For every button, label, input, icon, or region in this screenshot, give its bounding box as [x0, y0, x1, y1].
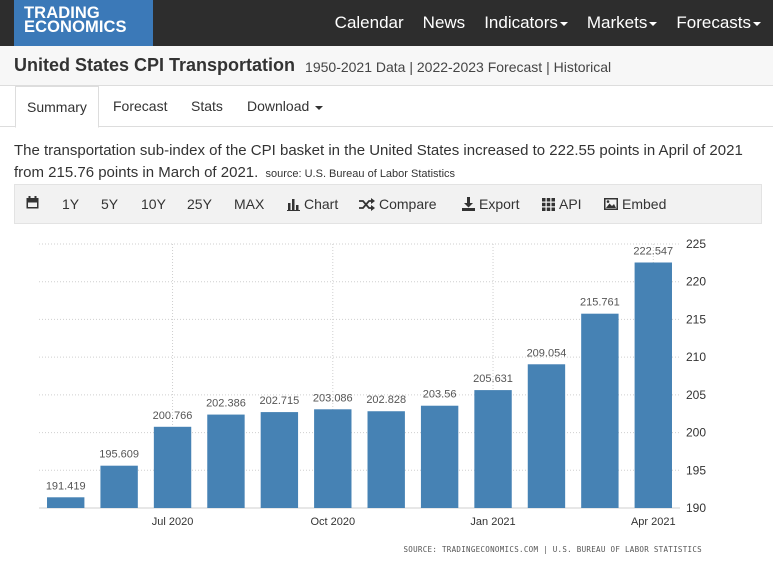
range-25y-button[interactable]: 25Y [187, 196, 212, 212]
title-bar: United States CPI Transportation 1950-20… [0, 46, 773, 86]
bar-oct-2020[interactable] [314, 409, 352, 508]
y-tick-label: 195 [686, 463, 706, 477]
bar-mar-2021[interactable] [581, 313, 619, 508]
y-tick-label: 215 [686, 312, 706, 326]
chart-x-axis: Jul 2020 Oct 2020 Jan 2021 Apr 2021 [152, 516, 676, 528]
range-1y-button[interactable]: 1Y [62, 196, 80, 212]
tab-stats[interactable]: Stats [191, 86, 223, 127]
grid-icon [542, 197, 555, 211]
x-tick-label: Jul 2020 [152, 516, 194, 528]
summary-text: The transportation sub-index of the CPI … [14, 142, 743, 181]
chart-type-label: Chart [304, 196, 339, 212]
nav-calendar[interactable]: Calendar [335, 13, 404, 33]
data-label: 195.609 [99, 449, 139, 461]
top-navbar: TRADING ECONOMICS Calendar News Indicato… [0, 0, 773, 46]
x-tick-label: Jan 2021 [470, 516, 515, 528]
chart-source-credit[interactable]: SOURCE: TRADINGECONOMICS.COM | U.S. BURE… [403, 545, 702, 554]
y-tick-label: 200 [686, 426, 706, 440]
bar-dec-2020[interactable] [420, 405, 459, 508]
data-label: 191.419 [46, 480, 86, 492]
nav-markets[interactable]: Markets [586, 13, 658, 33]
y-tick-label: 190 [686, 501, 706, 515]
bar-sep-2020[interactable] [260, 412, 299, 508]
chart-container: 191.419 195.609 200.766 202.386 202.715 203.0… [14, 226, 762, 561]
page-subtitle[interactable]: 1950-2021 Data | 2022-2023 Forecast | Hi… [305, 58, 612, 75]
data-label: 203.56 [423, 389, 457, 401]
export-label: Export [479, 196, 520, 212]
compare-label: Compare [379, 196, 437, 212]
range-max-button[interactable]: MAX [234, 196, 265, 212]
bar-aug-2020[interactable] [207, 414, 245, 508]
range-10y-button[interactable]: 10Y [141, 196, 166, 212]
nav-forecasts-label: Forecasts [676, 13, 751, 32]
tab-forecast[interactable]: Forecast [113, 86, 167, 127]
range-5y-button[interactable]: 5Y [101, 196, 119, 212]
y-tick-label: 225 [686, 237, 706, 251]
data-label: 202.715 [259, 395, 299, 407]
tab-forecast-label: Forecast [113, 98, 168, 114]
tab-download[interactable]: Download [247, 86, 324, 127]
x-tick-label: Apr 2021 [631, 516, 676, 528]
main-nav: Calendar News Indicators Markets Forecas… [316, 0, 761, 46]
caret-down-icon [315, 106, 324, 111]
data-label: 205.631 [473, 373, 513, 385]
nav-indicators-label: Indicators [484, 13, 558, 32]
data-label: 215.761 [580, 297, 620, 309]
embed-button[interactable]: Embed [604, 196, 666, 212]
site-logo[interactable]: TRADING ECONOMICS [14, 0, 153, 46]
nav-indicators[interactable]: Indicators [484, 13, 568, 33]
bar-jun-2020[interactable] [100, 465, 138, 508]
caret-down-icon [753, 22, 761, 26]
y-tick-label: 205 [686, 388, 706, 402]
x-tick-label: Oct 2020 [310, 516, 355, 528]
chart-data-labels: 191.419 195.609 200.766 202.386 202.715 203.0… [46, 246, 673, 493]
bar-apr-2021[interactable] [634, 262, 672, 508]
calendar-icon[interactable] [26, 196, 43, 209]
bar-may-2020[interactable] [47, 497, 85, 508]
logo-line-2: ECONOMICS [24, 18, 127, 36]
chart-y-axis: 190 195 200 205 210 215 220 225 [686, 237, 706, 515]
nav-forecasts[interactable]: Forecasts [676, 13, 761, 33]
tab-download-label: Download [247, 98, 310, 114]
nav-news-label: News [422, 13, 466, 32]
bar-jan-2021[interactable] [474, 390, 512, 508]
chart-bars [47, 262, 672, 508]
nav-markets-label: Markets [586, 13, 648, 32]
compare-button[interactable]: Compare [359, 196, 437, 212]
image-icon [604, 198, 618, 210]
api-button[interactable]: API [542, 196, 582, 212]
data-label: 200.766 [153, 410, 193, 422]
y-tick-label: 220 [686, 275, 706, 289]
tab-summary-label: Summary [27, 99, 87, 115]
bar-jul-2020[interactable] [153, 426, 192, 508]
data-label: 222.547 [633, 246, 673, 258]
api-label: API [559, 196, 582, 212]
caret-down-icon [649, 22, 658, 26]
chart-toolbar: 1Y 5Y 10Y 25Y MAX Chart Compare Export A… [14, 184, 762, 224]
download-icon [462, 197, 475, 211]
bar-chart-icon [287, 198, 300, 211]
shuffle-icon [359, 197, 375, 211]
tab-stats-label: Stats [191, 98, 223, 114]
nav-news[interactable]: News [423, 13, 466, 33]
tab-bar: Summary Forecast Stats Download [0, 86, 773, 128]
export-button[interactable]: Export [462, 196, 519, 212]
data-label: 203.086 [313, 392, 353, 404]
bar-feb-2021[interactable] [527, 364, 566, 508]
page-title: United States CPI Transportation [14, 55, 296, 75]
source-note[interactable]: source: U.S. Bureau of Labor Statistics [265, 168, 456, 180]
data-label: 209.054 [527, 347, 567, 359]
summary-description: The transportation sub-index of the CPI … [14, 140, 769, 185]
logo-line-1: TRADING [24, 4, 100, 22]
chart-type-button[interactable]: Chart [287, 196, 338, 212]
nav-calendar-label: Calendar [334, 13, 404, 32]
data-label: 202.386 [206, 398, 246, 410]
tab-summary[interactable]: Summary [15, 86, 99, 128]
bar-nov-2020[interactable] [367, 411, 405, 508]
data-label: 202.828 [366, 394, 406, 406]
embed-label: Embed [622, 196, 667, 212]
y-tick-label: 210 [686, 350, 706, 364]
caret-down-icon [559, 22, 568, 26]
cpi-bar-chart: 191.419 195.609 200.766 202.386 202.715 203.0… [39, 237, 706, 554]
